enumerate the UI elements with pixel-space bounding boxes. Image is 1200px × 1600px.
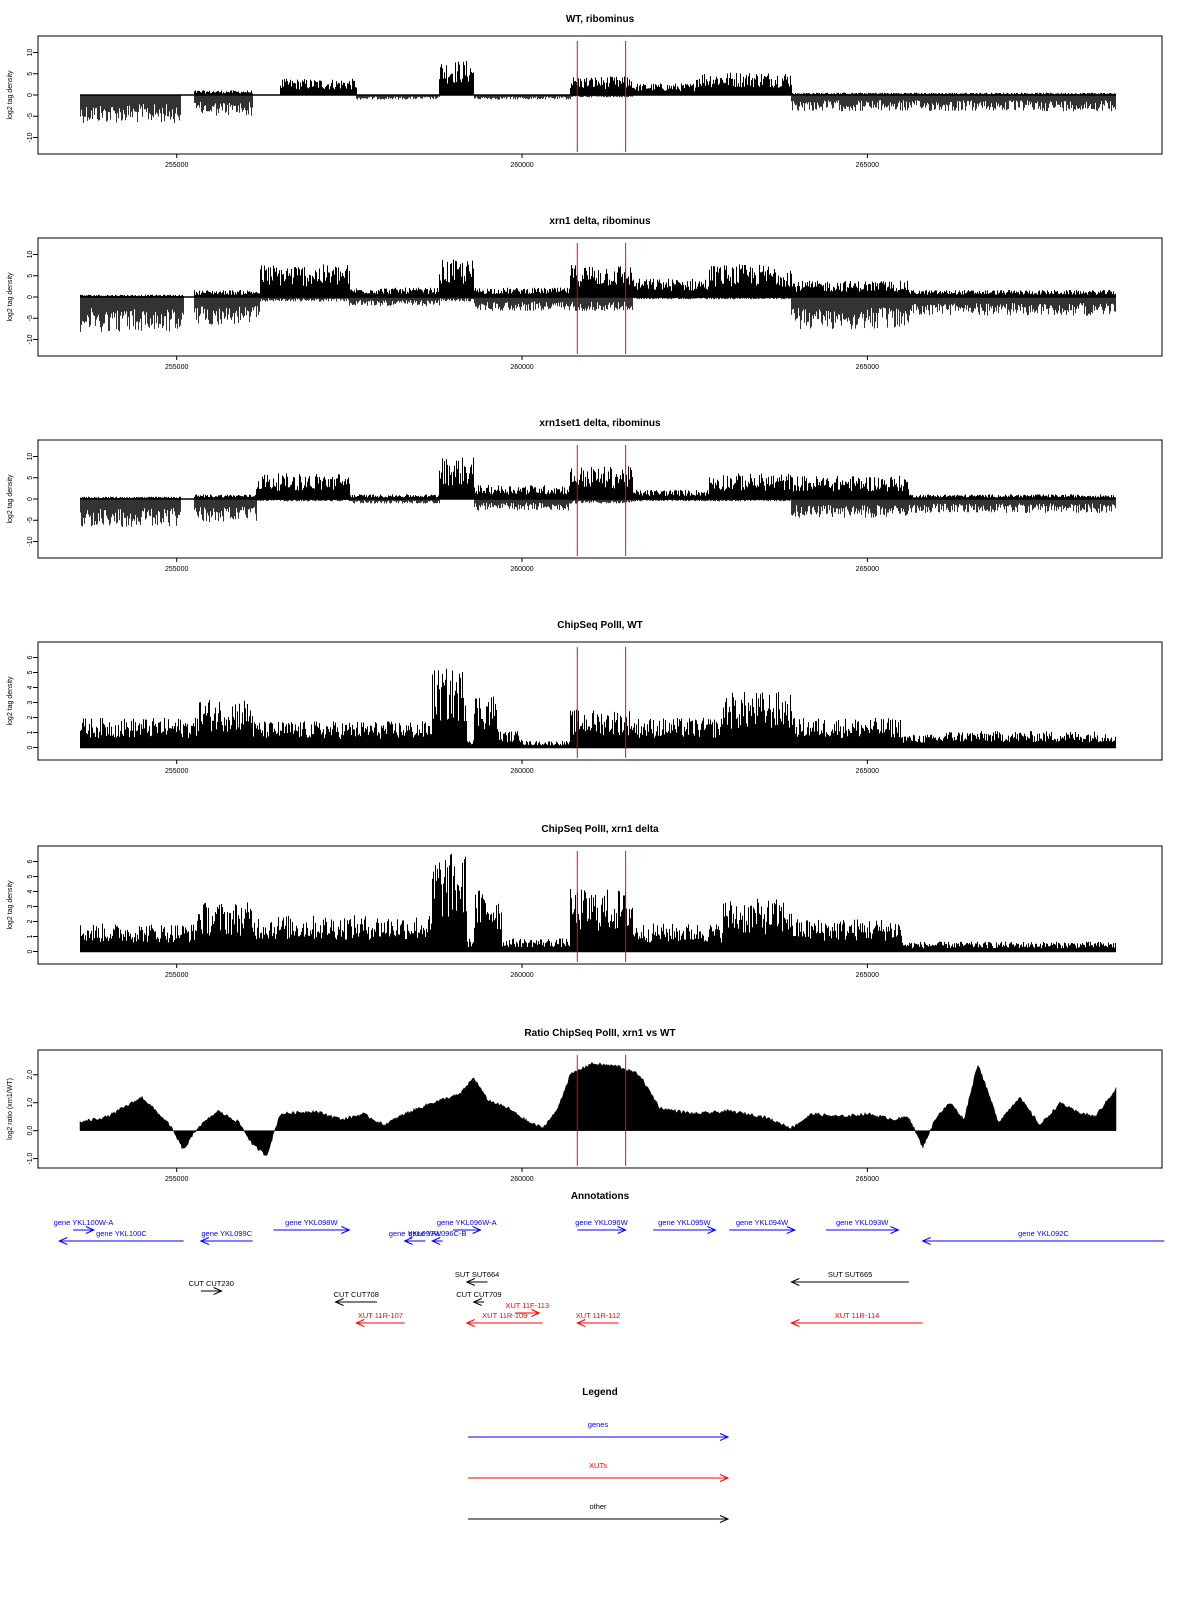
y-tick-label: 0 <box>27 497 34 501</box>
panel-1: WT, ribominus log2 tag density -10 -5 0 5 10 25… <box>7 14 1163 169</box>
data-segment <box>791 475 909 518</box>
data-segment <box>439 457 474 499</box>
data-segment <box>349 287 440 307</box>
data-segment <box>439 60 474 95</box>
data-bars <box>80 60 1116 123</box>
data-segment <box>80 496 181 527</box>
x-tick-label: 255000 <box>165 364 188 371</box>
data-segment <box>709 473 792 502</box>
y-tick-label: 0 <box>27 295 34 299</box>
y-tick-label: 10 <box>27 49 34 57</box>
data-segment <box>570 466 633 504</box>
data-segment <box>260 264 350 302</box>
x-tick-label: 260000 <box>510 364 533 371</box>
data-segment <box>909 290 1116 316</box>
y-tick-label: -10 <box>27 536 34 546</box>
data-segment <box>791 280 909 330</box>
data-segment <box>791 92 909 112</box>
x-tick-label: 260000 <box>510 162 533 169</box>
y-tick-label: 5 <box>27 72 34 76</box>
x-tick-label: 255000 <box>165 162 188 169</box>
data-segment <box>570 76 633 98</box>
y-tick-label: 5 <box>27 476 34 480</box>
data-segment <box>474 485 571 511</box>
data-segment <box>474 287 571 311</box>
data-bars <box>80 259 1116 332</box>
y-axis-label: log2 tag density <box>7 70 14 120</box>
x-tick-label: 265000 <box>856 364 879 371</box>
y-tick-label: -10 <box>27 334 34 344</box>
panel-title: xrn1set1 delta, ribominus <box>539 418 661 429</box>
data-segment <box>194 90 253 116</box>
data-segment <box>633 278 709 300</box>
panel-title: xrn1 delta, ribominus <box>549 216 651 227</box>
x-tick-label: 265000 <box>856 566 879 573</box>
data-segment <box>80 294 184 332</box>
panel-2: xrn1 delta, ribominus log2 tag density -10… <box>7 216 1163 371</box>
y-axis-label: log2 tag density <box>7 272 14 322</box>
y-tick-label: -10 <box>27 132 34 142</box>
y-tick-label: 10 <box>27 453 34 461</box>
data-segment <box>194 290 260 325</box>
data-segment <box>570 264 633 311</box>
y-tick-label: 0 <box>27 93 34 97</box>
x-tick-label: 260000 <box>510 566 533 573</box>
y-tick-label: 10 <box>27 251 34 259</box>
panel-3: xrn1set1 delta, ribominus log2 tag densit… <box>7 418 1163 573</box>
y-tick-label: -5 <box>27 315 34 321</box>
panel-title: WT, ribominus <box>566 14 635 25</box>
data-segment <box>280 78 357 95</box>
x-tick-label: 255000 <box>165 566 188 573</box>
data-segment <box>256 473 350 502</box>
x-tick-label: 265000 <box>856 162 879 169</box>
y-axis-label: log2 tag density <box>7 474 14 524</box>
data-segment <box>439 259 474 302</box>
y-tick-label: -5 <box>27 113 34 119</box>
data-bars <box>80 457 1116 527</box>
data-segment <box>695 72 792 95</box>
data-segment <box>633 83 695 95</box>
data-segment <box>80 95 181 123</box>
data-segment <box>709 264 792 300</box>
y-tick-label: 5 <box>27 274 34 278</box>
y-tick-label: -5 <box>27 517 34 523</box>
